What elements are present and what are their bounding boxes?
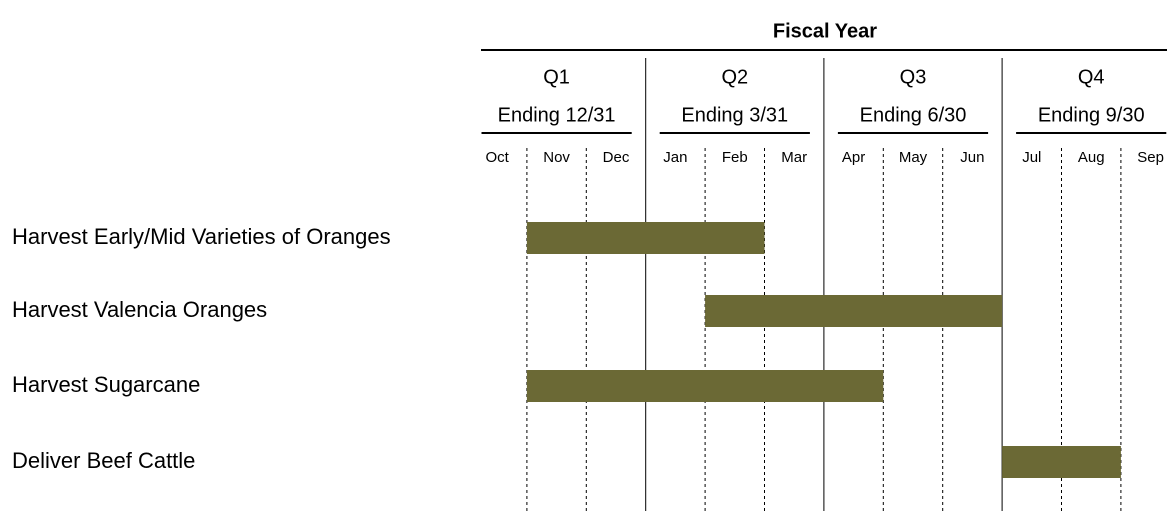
quarter-ending: Ending 12/31 (498, 104, 616, 126)
task-label: Deliver Beef Cattle (12, 448, 195, 473)
month-label: Jul (1022, 149, 1041, 166)
month-label: Mar (781, 149, 807, 166)
month-label: Apr (842, 149, 865, 166)
month-label: May (899, 149, 928, 166)
quarter-name: Q4 (1078, 66, 1105, 88)
quarter-name: Q1 (543, 66, 570, 88)
task-bar (705, 295, 1003, 327)
month-label: Dec (603, 149, 630, 166)
month-label: Jun (960, 149, 984, 166)
quarter-ending: Ending 3/31 (681, 104, 788, 126)
quarter-ending: Ending 6/30 (860, 104, 967, 126)
month-label: Jan (663, 149, 687, 166)
task-label: Harvest Early/Mid Varieties of Oranges (12, 224, 391, 249)
task-label: Harvest Valencia Oranges (12, 297, 267, 322)
task-label: Harvest Sugarcane (12, 372, 200, 397)
quarter-ending: Ending 9/30 (1038, 104, 1145, 126)
month-label: Sep (1137, 149, 1164, 166)
task-bar (526, 370, 884, 402)
quarter-name: Q3 (900, 66, 927, 88)
month-label: Oct (486, 149, 510, 166)
month-label: Feb (722, 149, 748, 166)
month-label: Aug (1078, 149, 1105, 166)
task-bar (1002, 446, 1121, 478)
task-bar (526, 222, 765, 254)
quarter-name: Q2 (721, 66, 748, 88)
month-label: Nov (543, 149, 570, 166)
chart-title: Fiscal Year (773, 20, 877, 42)
